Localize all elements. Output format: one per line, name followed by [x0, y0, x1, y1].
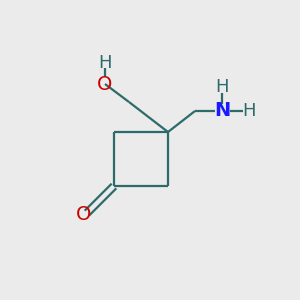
- Text: H: H: [215, 78, 229, 96]
- Text: H: H: [242, 102, 256, 120]
- Text: H: H: [98, 54, 112, 72]
- Text: O: O: [97, 74, 113, 94]
- Text: O: O: [76, 205, 92, 224]
- Text: N: N: [214, 101, 230, 121]
